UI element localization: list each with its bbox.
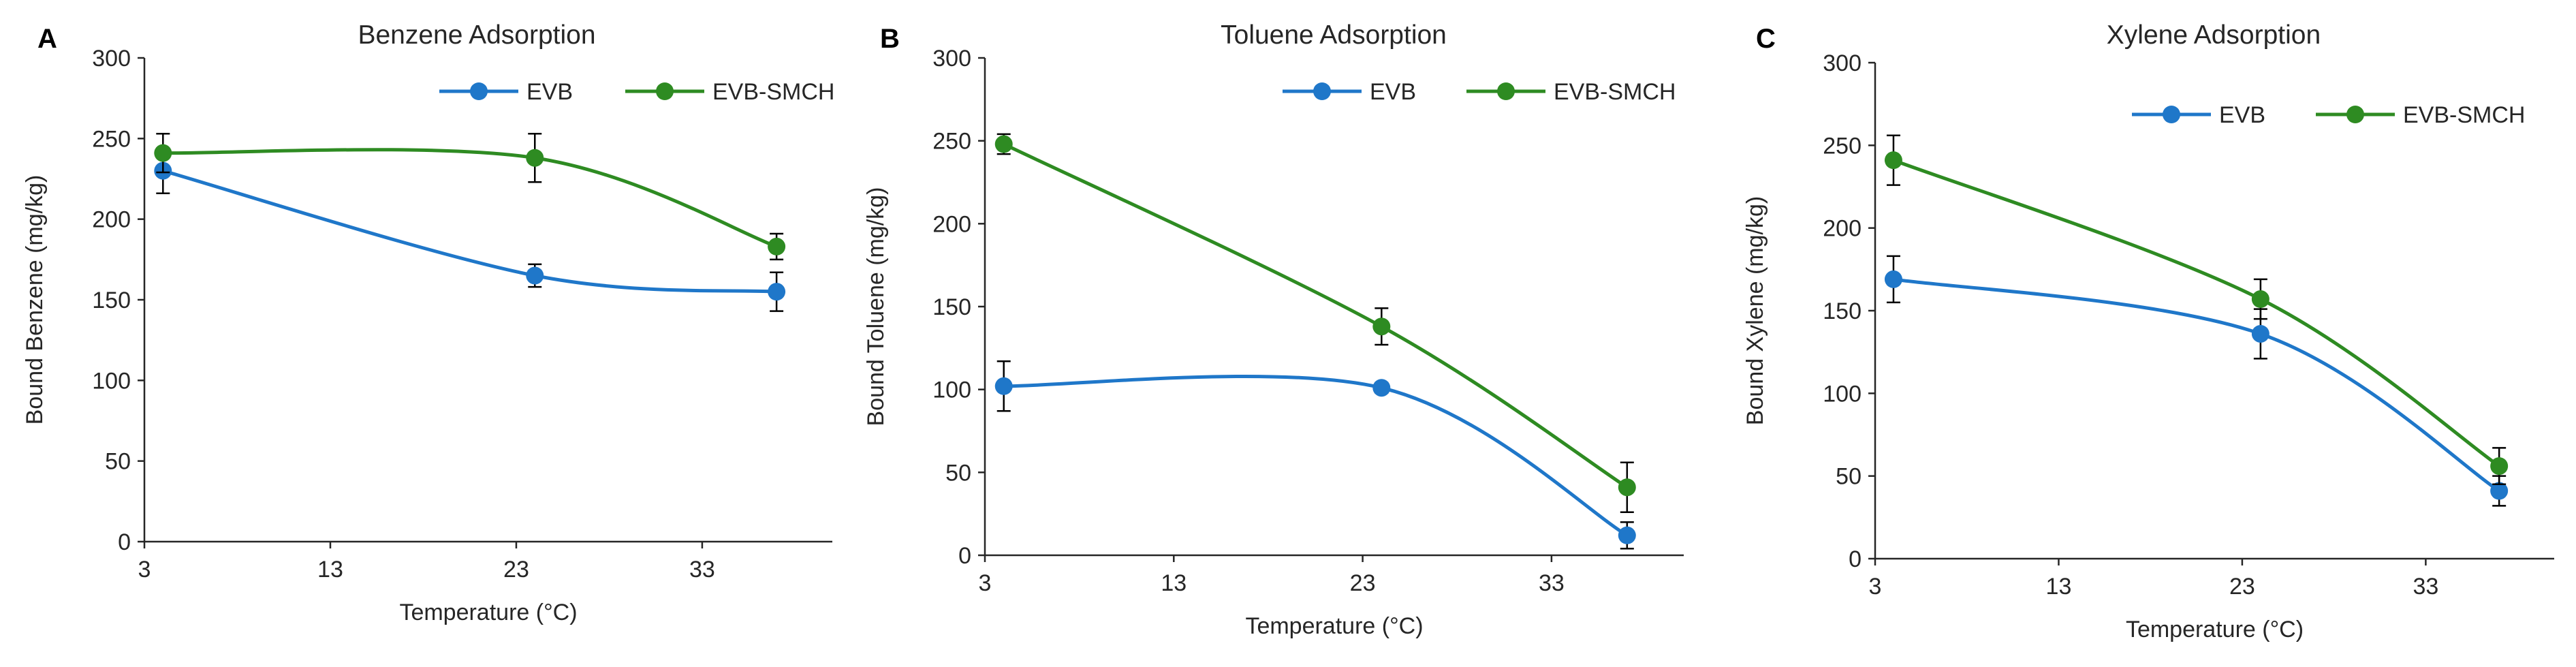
y-tick-label: 200 (932, 211, 971, 237)
legend-swatch-marker (2346, 106, 2364, 123)
chart-panel-c: C Xylene Adsorption 0 50 100 150 200 250 300 3 13 2… (1742, 20, 2554, 642)
y-tick-label: 50 (1836, 464, 1862, 490)
chart-panel-b: B Toluene Adsorption 0 50 100 150 200 250 300 3 13… (863, 20, 1684, 639)
legend-entry-evb: EVB (1283, 79, 1416, 105)
chart-panel-a: A Benzene Adsorption 0 50 100 150 200 250 300 3 13… (22, 20, 834, 625)
legend-label: EVB (2219, 102, 2265, 128)
y-tick-label: 0 (958, 543, 971, 569)
x-tick-label: 13 (2046, 574, 2072, 600)
y-tick-label: 100 (932, 377, 971, 403)
y-axis-title: Bound Xylene (mg/kg) (1742, 196, 1768, 425)
data-point-evb (994, 377, 1013, 395)
data-point-evb (768, 283, 786, 301)
legend-swatch-marker (1313, 82, 1331, 100)
x-tick-label: 33 (2413, 574, 2438, 600)
y-tick-label: 250 (932, 129, 971, 155)
y-tick-label: 100 (1823, 381, 1862, 407)
x-tick-label: 13 (317, 557, 343, 583)
y-tick-label: 150 (932, 294, 971, 320)
y-tick-label: 300 (92, 46, 131, 72)
data-point-evb-smch (526, 149, 544, 167)
y-tick-label: 250 (92, 126, 131, 152)
data-point-evb-smch (1618, 478, 1636, 497)
y-tick-label: 200 (1823, 216, 1862, 242)
y-axis-title: Bound Benzene (mg/kg) (22, 175, 48, 425)
data-point-evb-smch (2490, 457, 2509, 476)
series-line-evb-smch (1893, 158, 2500, 468)
data-point-evb (526, 266, 544, 285)
legend-label: EVB (1370, 79, 1416, 105)
chart-title: Benzene Adsorption (358, 20, 595, 50)
legend-entry-evb-smch: EVB-SMCH (1466, 79, 1676, 105)
y-tick-label: 100 (92, 368, 131, 394)
y-tick-label: 150 (1823, 298, 1862, 324)
data-point-evb-smch (994, 135, 1013, 153)
x-tick-label: 33 (1539, 570, 1565, 596)
legend-label: EVB (527, 79, 573, 105)
y-tick-label: 150 (92, 288, 131, 313)
panel-letter: A (37, 24, 57, 54)
legend-entry-evb-smch: EVB-SMCH (2316, 102, 2525, 128)
y-tick-label: 300 (932, 46, 971, 72)
data-point-evb (1372, 379, 1391, 397)
y-tick-label: 0 (118, 529, 131, 555)
legend-label: EVB-SMCH (712, 79, 834, 105)
x-tick-label: 23 (503, 557, 529, 583)
data-point-evb-smch (1372, 317, 1391, 336)
legend-entry-evb: EVB (2132, 102, 2265, 128)
x-tick-label: 23 (1350, 570, 1376, 596)
x-tick-label: 3 (138, 557, 151, 583)
series-line-evb (162, 169, 777, 294)
legend-swatch-marker (1497, 82, 1515, 100)
x-tick-label: 3 (979, 570, 992, 596)
legend-entry-evb: EVB (439, 79, 573, 105)
y-tick-label: 250 (1823, 133, 1862, 159)
data-point-evb-smch (768, 237, 786, 255)
data-point-evb (2251, 324, 2269, 343)
legend-swatch-marker (470, 82, 488, 100)
y-tick-label: 50 (945, 460, 971, 486)
chart-title: Xylene Adsorption (2107, 20, 2321, 50)
legend-label: EVB-SMCH (2403, 102, 2525, 128)
panel-letter: B (880, 24, 900, 54)
series-line-evb-smch (1003, 142, 1629, 489)
series-line-evb (1893, 277, 2500, 493)
y-tick-label: 300 (1823, 50, 1862, 76)
data-point-evb (1884, 270, 1902, 288)
x-axis-title: Temperature (°C) (1245, 613, 1423, 639)
data-point-evb-smch (1884, 151, 1902, 170)
series-line-evb (1003, 374, 1629, 537)
y-axis-title: Bound Toluene (mg/kg) (863, 187, 889, 426)
y-tick-label: 200 (92, 207, 131, 233)
legend-entry-evb-smch: EVB-SMCH (625, 79, 834, 105)
x-axis-title: Temperature (°C) (399, 600, 577, 625)
y-tick-label: 50 (105, 449, 131, 475)
y-tick-label: 0 (1849, 546, 1862, 572)
panel-letter: C (1756, 24, 1776, 54)
data-point-evb (2490, 482, 2509, 500)
x-tick-label: 3 (1869, 574, 1882, 600)
x-axis-title: Temperature (°C) (2126, 617, 2304, 642)
x-tick-label: 33 (689, 557, 715, 583)
data-point-evb-smch (154, 144, 172, 162)
legend-swatch-marker (656, 82, 674, 100)
legend-swatch-marker (2163, 106, 2180, 123)
data-point-evb-smch (2251, 290, 2269, 309)
x-tick-label: 13 (1161, 570, 1187, 596)
data-point-evb (1618, 526, 1636, 544)
legend-label: EVB-SMCH (1554, 79, 1676, 105)
chart-title: Toluene Adsorption (1221, 20, 1447, 50)
series-line-evb-smch (163, 148, 777, 249)
x-tick-label: 23 (2229, 574, 2255, 600)
